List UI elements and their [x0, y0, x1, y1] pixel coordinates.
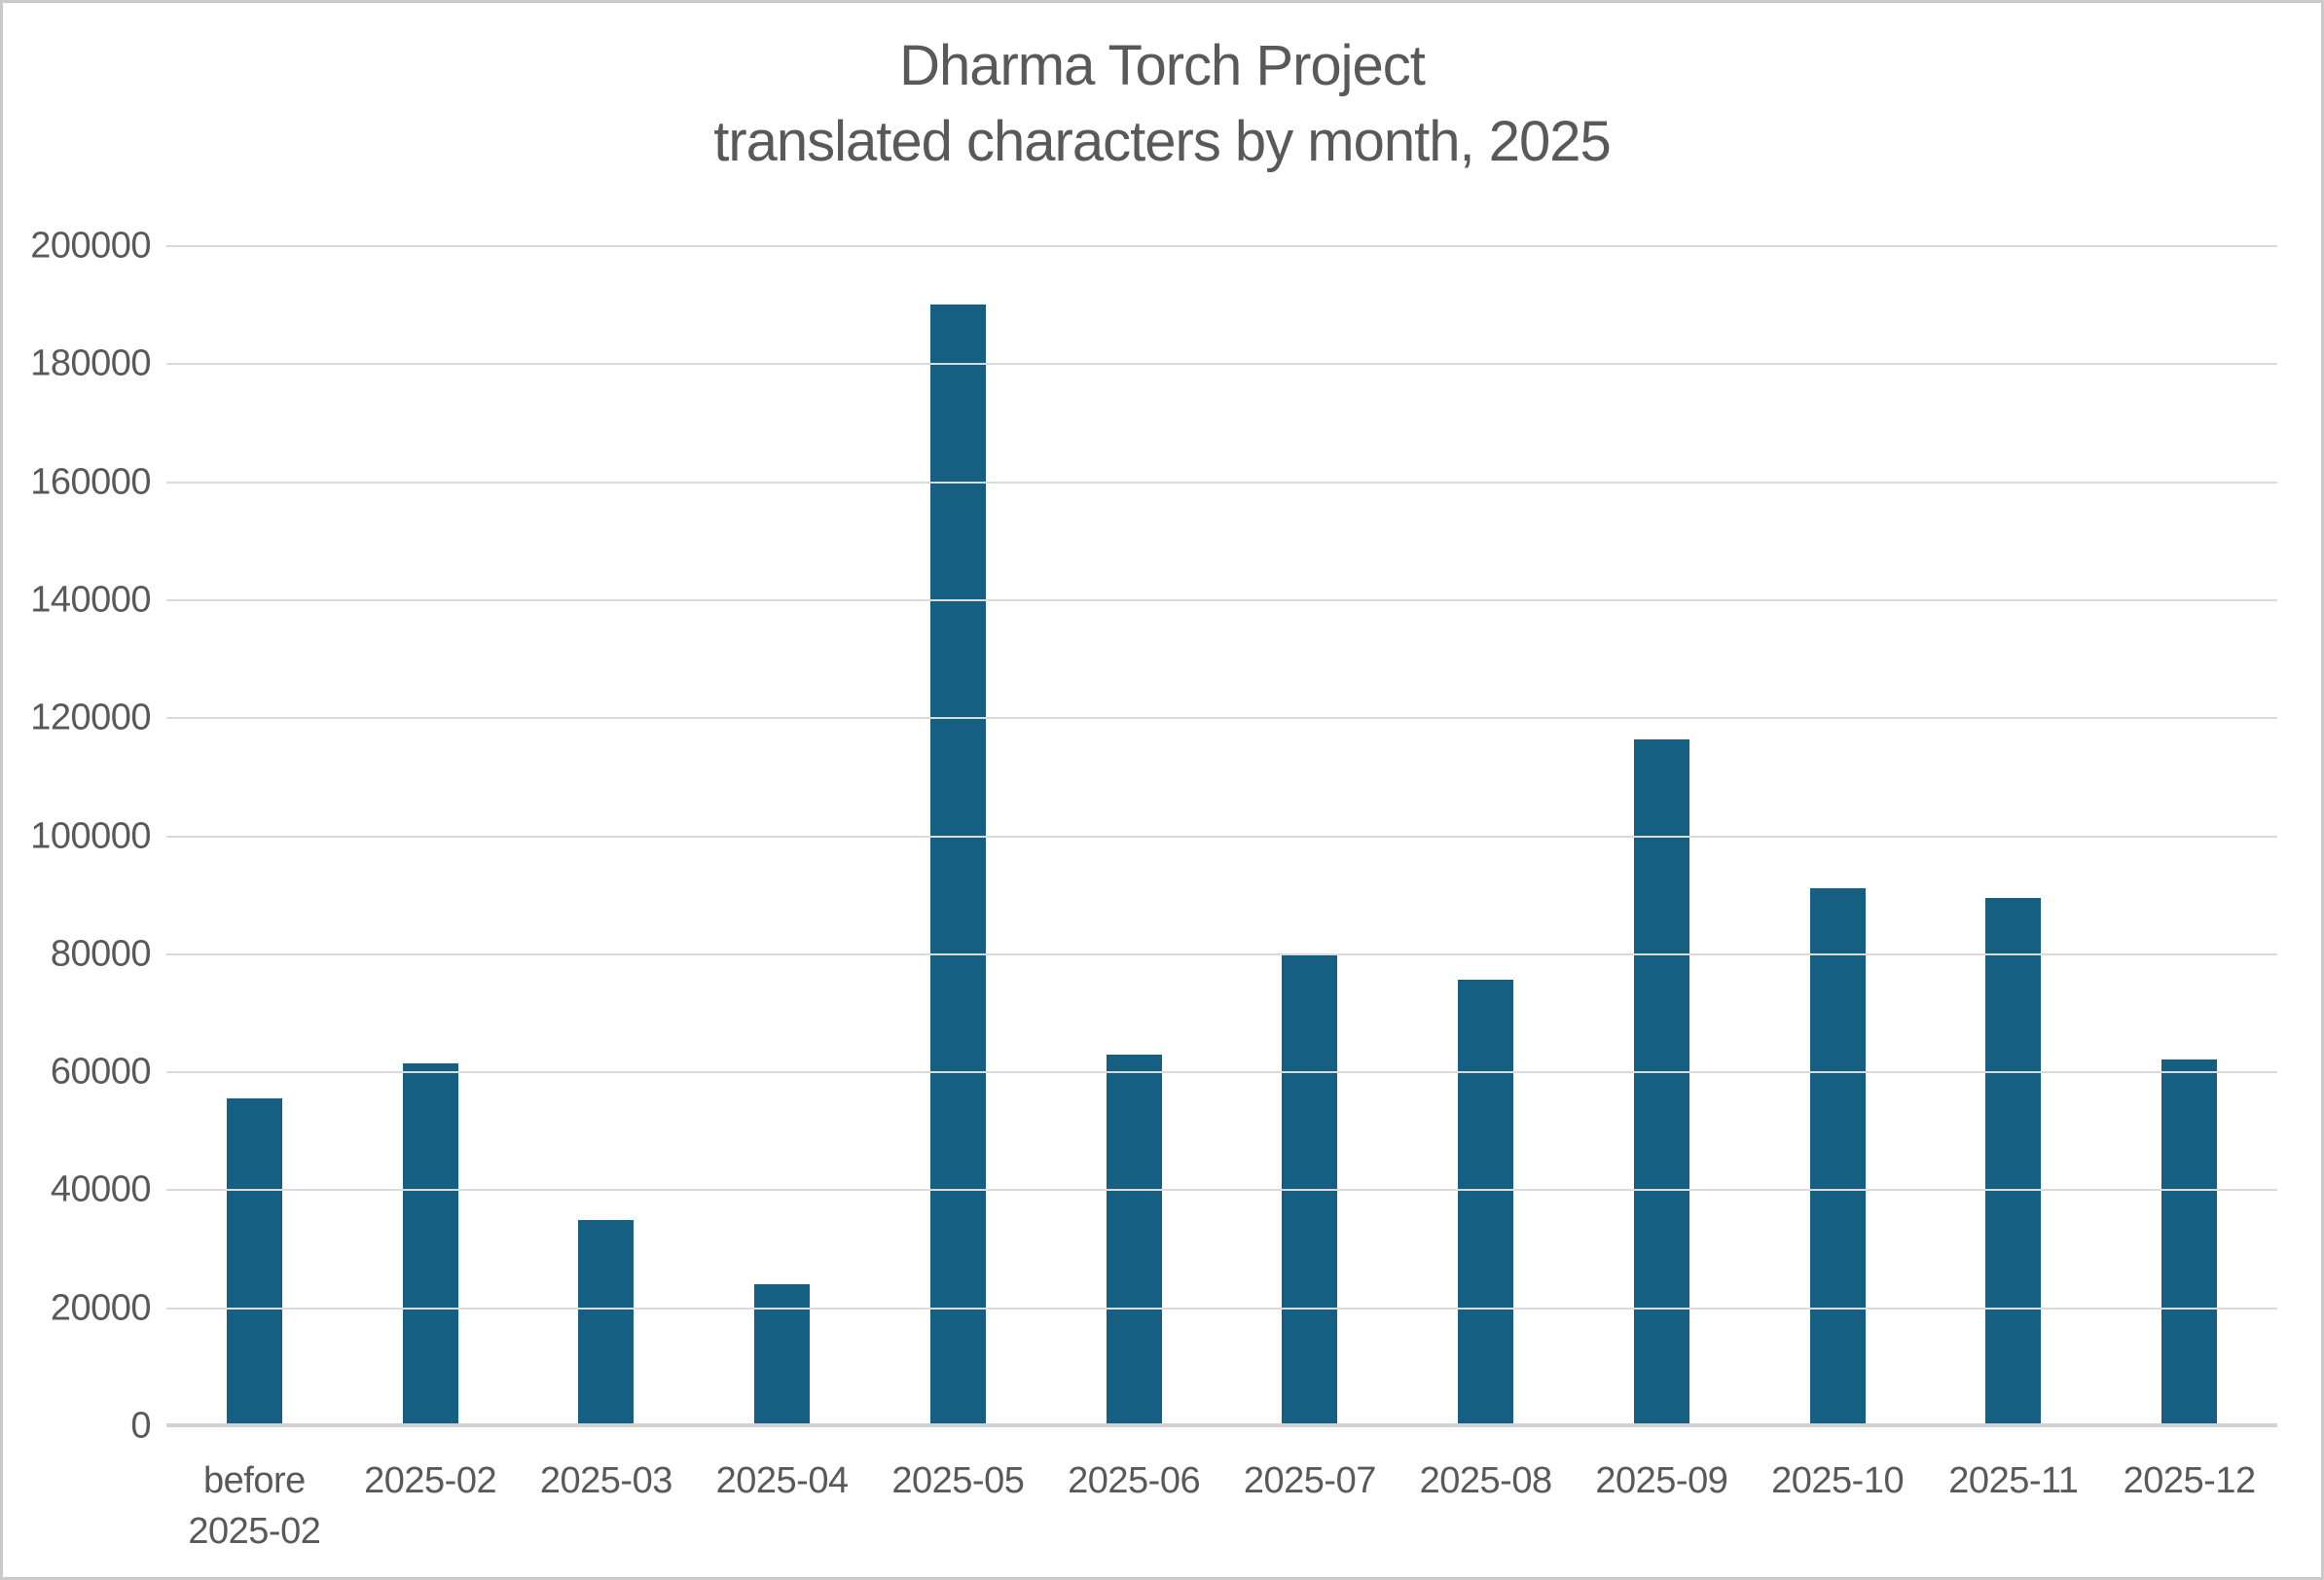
y-axis-tick-label: 200000 [30, 225, 151, 267]
y-axis-tick-label: 120000 [30, 697, 151, 738]
bar-2025-02 [402, 1063, 458, 1426]
bars [166, 246, 2277, 1426]
gridline [166, 1307, 2277, 1310]
gridline [166, 245, 2277, 247]
x-axis-label: 2025-06 [1068, 1460, 1201, 1501]
gridline [166, 363, 2277, 366]
bar-before-2025-02 [226, 1098, 282, 1426]
x-axis-labels: before 2025-02 2025-02 2025-03 2025-04 2025-… [166, 1455, 2277, 1557]
x-axis-label: 2025-05 [891, 1460, 1025, 1501]
bar-2025-10 [1809, 888, 1866, 1426]
bar-slot [870, 246, 1046, 1426]
chart-subtitle: translated characters by month, 2025 [713, 110, 1612, 173]
y-axis-tick-label: 100000 [30, 815, 151, 856]
bar-2025-12 [2161, 1059, 2218, 1426]
bar-slot [343, 246, 519, 1426]
bar-2025-05 [929, 305, 986, 1426]
gridline [166, 1071, 2277, 1074]
gridline [166, 1189, 2277, 1192]
x-axis-line [166, 1423, 2277, 1427]
y-axis-tick-label: 20000 [50, 1287, 152, 1329]
x-axis-label: 2025-03 [539, 1460, 672, 1501]
y-axis-tick-label: 0 [130, 1405, 151, 1447]
gridline [166, 952, 2277, 955]
bar-slot [1750, 246, 1926, 1426]
plot-area: 0 20000 40000 60000 80000 100000 120000 140000 1… [30, 226, 2277, 1447]
x-axis-label: before 2025-02 [188, 1460, 321, 1552]
bar-2025-06 [1106, 1054, 1162, 1426]
gridline [166, 717, 2277, 720]
x-axis-label: 2025-10 [1771, 1460, 1905, 1501]
x-axis-label: 2025-07 [1243, 1460, 1376, 1501]
y-axis-tick-label: 40000 [50, 1168, 152, 1210]
x-axis-label: 2025-08 [1419, 1460, 1552, 1501]
y-axis-tick-label: 140000 [30, 579, 151, 621]
gridline [166, 481, 2277, 484]
y-axis-tick-label: 60000 [50, 1051, 152, 1093]
bar-2025-03 [578, 1219, 635, 1426]
bar-2025-09 [1633, 739, 1689, 1426]
bar-slot [2101, 246, 2277, 1426]
x-axis-label: 2025-02 [364, 1460, 497, 1501]
y-axis-tick-label: 80000 [50, 933, 152, 975]
y-axis-tick-label: 160000 [30, 461, 151, 503]
bar-2025-08 [1458, 979, 1514, 1426]
bar-slot [1926, 246, 2102, 1426]
x-axis-label: 2025-11 [1948, 1460, 2079, 1501]
bar-slot [519, 246, 695, 1426]
bar-slot [1574, 246, 1750, 1426]
bar-2025-04 [754, 1284, 811, 1426]
bar-slot [1046, 246, 1222, 1426]
chart-title: Dharma Torch Project [899, 34, 1426, 97]
x-axis-label: 2025-09 [1595, 1460, 1728, 1501]
gridline [166, 835, 2277, 838]
gridline [166, 598, 2277, 601]
chart-title-block: Dharma Torch Project translated characte… [3, 28, 2321, 180]
x-axis-label: 2025-12 [2123, 1460, 2256, 1501]
x-axis-label: 2025-04 [715, 1460, 849, 1501]
bar-slot [1398, 246, 1574, 1426]
bar-slot [166, 246, 343, 1426]
bar-2025-11 [1985, 897, 2042, 1426]
y-axis-tick-label: 180000 [30, 342, 151, 384]
